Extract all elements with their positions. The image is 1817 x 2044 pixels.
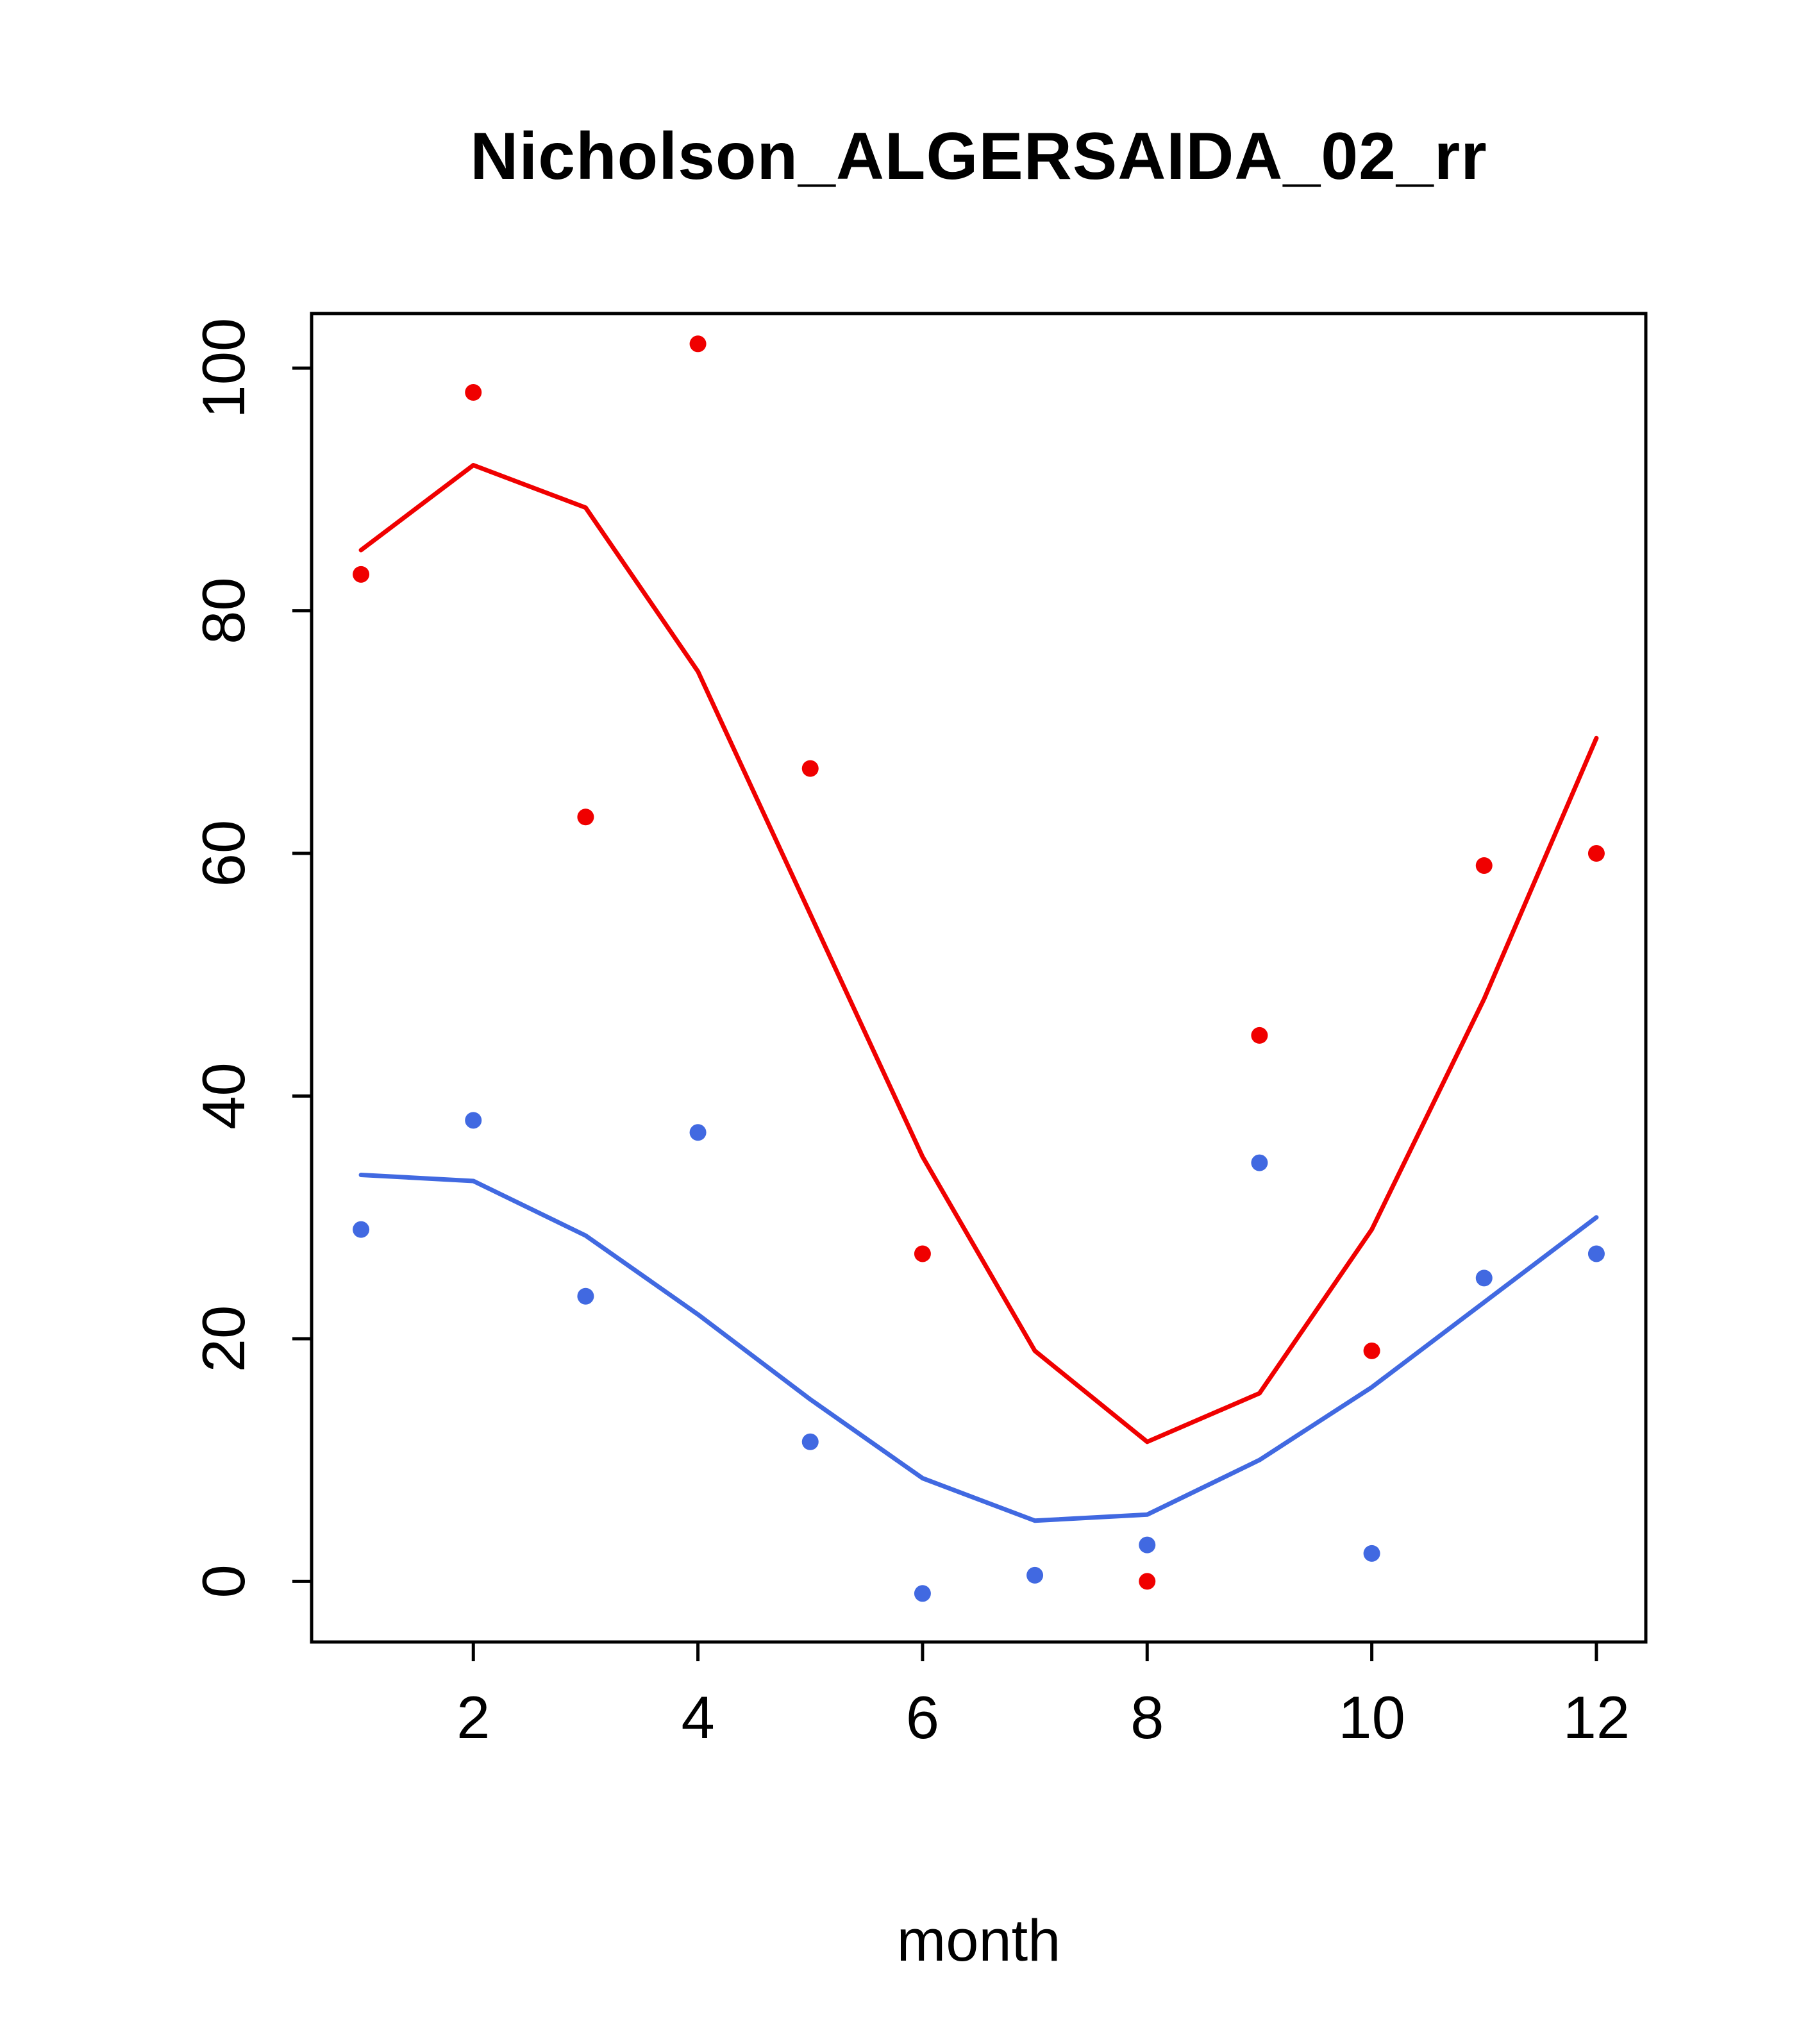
plot-border: [310, 312, 1648, 1644]
blue-data-point: [801, 1433, 819, 1450]
red-fit-line: [358, 463, 1599, 1445]
x-axis-tick-label: 2: [456, 1684, 490, 1751]
blue-data-point: [1139, 1536, 1156, 1554]
y-axis-tick-label: 60: [190, 820, 257, 887]
red-data-point: [577, 808, 594, 826]
blue-data-point: [1251, 1154, 1268, 1171]
y-axis-tick-label: 40: [190, 1062, 257, 1130]
red-data-point: [465, 383, 482, 401]
red-data-point: [1475, 857, 1493, 874]
red-data-point: [353, 565, 370, 583]
blue-data-point: [353, 1221, 370, 1238]
blue-data-point: [1587, 1245, 1605, 1262]
blue-data-point: [1026, 1566, 1044, 1584]
red-data-point: [1251, 1026, 1268, 1044]
x-axis-tick-label: 8: [1130, 1684, 1164, 1751]
blue-data-point: [465, 1112, 482, 1129]
red-data-point: [1363, 1342, 1380, 1359]
chart-title: Nicholson_ALGERSAIDA_02_rr: [470, 119, 1487, 194]
y-axis-tick-label: 80: [190, 577, 257, 644]
blue-data-point: [914, 1585, 931, 1602]
blue-data-point: [1475, 1269, 1493, 1287]
x-axis-tick-label: 12: [1563, 1684, 1630, 1751]
x-axis-tick-label: 6: [906, 1684, 939, 1751]
blue-data-point: [577, 1287, 594, 1305]
red-data-point: [689, 335, 707, 353]
red-data-point: [914, 1245, 931, 1262]
blue-fit-line: [358, 1172, 1599, 1523]
y-axis-tick-label: 20: [190, 1305, 257, 1373]
y-axis-tick-label: 100: [190, 318, 257, 419]
red-data-point: [801, 760, 819, 777]
blue-data-point: [689, 1124, 707, 1141]
y-axis-tick-label: 0: [190, 1564, 257, 1598]
blue-data-point: [1363, 1545, 1380, 1562]
x-axis-label: month: [896, 1908, 1061, 1973]
red-data-point: [1139, 1573, 1156, 1590]
x-axis-tick-label: 4: [681, 1684, 714, 1751]
x-axis-tick-label: 10: [1338, 1684, 1405, 1751]
red-data-point: [1587, 845, 1605, 862]
